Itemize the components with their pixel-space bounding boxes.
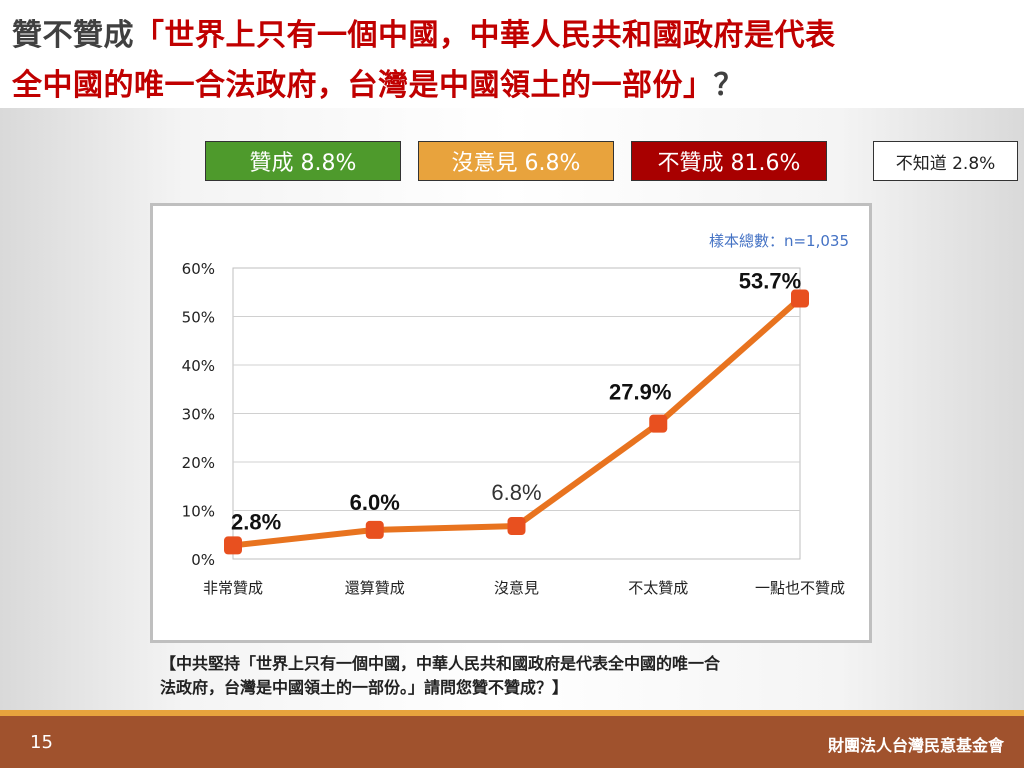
page-number: 15 [30,732,53,753]
footer-bar: 15 財團法人台灣民意基金會 [0,716,1024,768]
legend-dont-know: 不知道 2.8% [873,141,1018,181]
footer-stripe [0,710,1024,716]
y-tick-label: 30% [182,406,215,424]
y-tick-label: 20% [182,454,215,472]
data-point [507,517,526,536]
chart-frame: 樣本總數：n=1,035 0% 10% 20% 30% 40% 50% 60% 非常贊成 2.8%… [150,203,872,643]
organization-name: 財團法人台灣民意基金會 [827,736,1004,755]
title-band: 贊不贊成「世界上只有一個中國，中華人民共和國政府是代表 全中國的唯一合法政府，台… [0,0,1024,108]
data-point [791,289,809,308]
x-tick-label: 沒意見 [494,579,539,597]
question-line-2: 法政府，台灣是中國領土的一部份。」請問您贊不贊成？】 [160,678,569,697]
data-point [649,414,668,433]
data-label: 6.8% [491,480,541,505]
question-line-1: 【中共堅持「世界上只有一個中國，中華人民共和國政府是代表全中國的唯一合 [160,654,721,673]
title-line-2: 全中國的唯一合法政府，台灣是中國領土的一部份」？ [12,60,744,104]
y-tick-label: 40% [182,357,215,375]
y-tick-label: 50% [182,309,215,327]
x-tick-label: 非常贊成 [203,579,263,597]
title-suffix: ？ [713,68,744,103]
line-chart: 樣本總數：n=1,035 0% 10% 20% 30% 40% 50% 60% 非常贊成 2.8%… [182,232,849,597]
data-label: 53.7% [739,269,801,294]
title-prefix: 贊不贊成 [12,18,134,53]
y-tick-label: 0% [191,551,215,569]
data-point [365,520,384,539]
title-quote-1: 「世界上只有一個中國，中華人民共和國政府是代表 [134,18,836,53]
legend-disagree: 不贊成 81.6% [631,141,827,181]
x-tick-label: 不太贊成 [628,579,688,597]
x-tick-label: 還算贊成 [345,579,405,597]
data-label: 6.0% [350,490,400,515]
data-label: 2.8% [231,509,281,534]
title-line-1: 贊不贊成「世界上只有一個中國，中華人民共和國政府是代表 [12,10,836,54]
data-label: 27.9% [609,380,671,405]
legend-agree: 贊成 8.8% [205,141,401,181]
question-text: 【中共堅持「世界上只有一個中國，中華人民共和國政府是代表全中國的唯一合 法政府，… [160,652,880,700]
sample-size-label: 樣本總數：n=1,035 [709,232,849,250]
y-tick-label: 10% [182,503,215,521]
series-line [232,296,802,549]
legend-no-opinion: 沒意見 6.8% [418,141,614,181]
data-point [224,536,242,555]
y-tick-label: 60% [182,260,215,278]
title-quote-2: 全中國的唯一合法政府，台灣是中國領土的一部份」 [12,68,714,103]
x-tick-label: 一點也不贊成 [755,579,845,597]
